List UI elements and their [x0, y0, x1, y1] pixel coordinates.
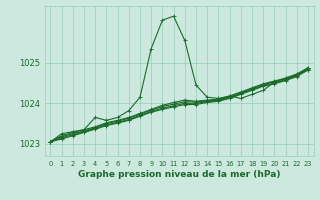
X-axis label: Graphe pression niveau de la mer (hPa): Graphe pression niveau de la mer (hPa) — [78, 170, 280, 179]
